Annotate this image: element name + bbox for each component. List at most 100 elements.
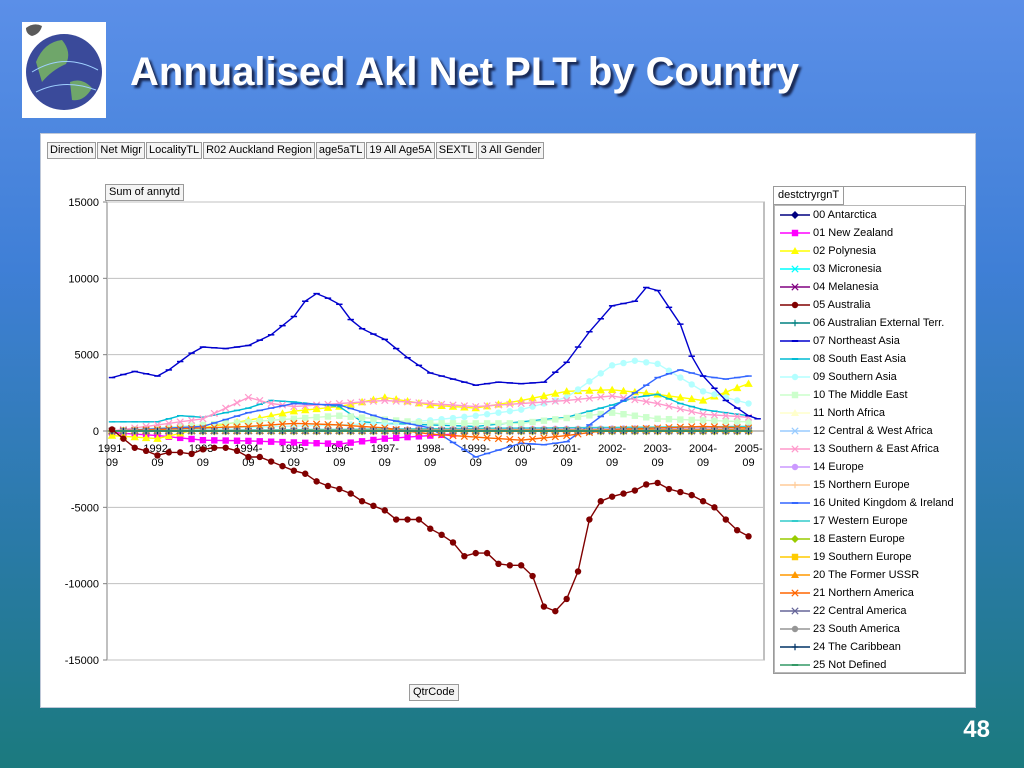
data-point — [540, 603, 548, 610]
filter-field[interactable]: 19 All Age5A — [366, 142, 435, 159]
x-tick-label: 09 — [242, 457, 254, 469]
data-point — [256, 438, 263, 445]
data-point — [381, 416, 389, 423]
data-point — [358, 438, 366, 445]
legend-swatch — [780, 319, 810, 327]
data-point — [370, 415, 377, 422]
legend-swatch — [780, 358, 810, 360]
legend-item: 20 The Former USSR — [775, 566, 919, 584]
data-point — [324, 413, 332, 420]
data-point — [244, 393, 253, 402]
legend-item: 13 Southern & East Africa — [775, 440, 939, 458]
data-point — [256, 417, 263, 425]
data-point — [472, 433, 480, 441]
y-field-button[interactable]: Sum of annytd — [105, 184, 184, 201]
y-tick-label: 0 — [93, 426, 99, 438]
data-point — [290, 467, 298, 474]
data-point — [131, 444, 138, 451]
data-point — [711, 504, 718, 511]
legend-swatch — [780, 607, 810, 615]
legend-label: 25 Not Defined — [813, 659, 887, 671]
data-point — [312, 404, 321, 413]
legend-swatch — [780, 553, 810, 561]
data-point — [631, 396, 639, 404]
data-point — [563, 396, 571, 405]
data-point — [562, 387, 571, 395]
data-point — [279, 416, 286, 423]
data-point — [335, 421, 343, 429]
x-tick-label: 2005- — [734, 443, 762, 455]
series-line — [111, 286, 758, 420]
data-point — [438, 420, 445, 427]
filter-field[interactable]: LocalityTL — [145, 142, 203, 159]
legend-swatch — [780, 481, 810, 489]
filter-field[interactable]: Net Migr — [97, 142, 145, 159]
data-point — [461, 420, 468, 427]
x-field-button[interactable]: QtrCode — [409, 684, 459, 701]
data-point — [518, 420, 525, 427]
legend-label: 10 The Middle East — [813, 389, 908, 401]
data-point — [358, 498, 366, 505]
chart-panel: Direction Net Migr LocalityTL R02 Auckla… — [40, 133, 976, 708]
data-point — [336, 412, 343, 419]
data-point — [483, 411, 491, 418]
x-tick-label: 1998- — [416, 443, 444, 455]
data-point — [596, 385, 605, 394]
y-tick-label: 15000 — [68, 197, 99, 209]
legend-label: 15 Northern Europe — [813, 479, 910, 491]
data-point — [608, 392, 616, 400]
data-point — [256, 422, 264, 430]
x-tick-label: 09 — [288, 457, 300, 469]
data-point — [506, 435, 514, 444]
data-point — [687, 394, 696, 403]
data-point — [483, 402, 491, 410]
data-point — [699, 410, 707, 418]
legend-item: 04 Melanesia — [775, 278, 878, 296]
data-point — [517, 436, 525, 444]
data-point — [256, 453, 263, 461]
x-tick-label: 2002- — [598, 443, 626, 455]
data-point — [449, 420, 457, 427]
data-point — [460, 432, 468, 440]
data-point — [233, 399, 241, 407]
data-point — [233, 447, 241, 455]
legend-label: 21 Northern America — [813, 587, 914, 599]
data-point — [336, 440, 343, 448]
data-point — [392, 397, 400, 405]
legend-item: 14 Europe — [775, 458, 864, 476]
filter-field[interactable]: 3 All Gender — [477, 142, 545, 159]
legend-label: 12 Central & West Africa — [813, 425, 933, 437]
data-point — [528, 399, 537, 407]
data-point — [528, 393, 537, 402]
data-point — [677, 374, 684, 381]
legend-title[interactable]: destctryrgnT — [773, 186, 845, 205]
data-point — [472, 420, 479, 427]
data-point — [586, 378, 593, 385]
filter-field[interactable]: R02 Auckland Region — [203, 142, 315, 159]
data-point — [745, 418, 752, 426]
filter-field[interactable]: SEXTL — [435, 142, 477, 159]
legend-item: 01 New Zealand — [775, 224, 893, 242]
data-point — [404, 516, 411, 523]
legend-label: 23 South America — [813, 623, 900, 635]
data-point — [563, 414, 570, 422]
line-chart: 15000 10000 5000 0 -5000 -10000 -15000 1991- 09 1… — [65, 197, 765, 667]
data-point — [210, 409, 218, 418]
legend-label: 09 Southern Asia — [813, 371, 897, 383]
data-point — [585, 394, 594, 402]
data-point — [540, 434, 548, 442]
legend-items: 00 Antarctica 01 New Zealand 02 Polynesia 0… — [774, 205, 965, 673]
filter-field[interactable]: age5aTL — [315, 142, 366, 159]
data-point — [302, 414, 309, 422]
data-point — [108, 426, 116, 433]
data-point — [404, 433, 411, 441]
data-point — [233, 437, 241, 444]
legend-item: 21 Northern America — [775, 584, 914, 602]
data-point — [552, 607, 559, 615]
data-point — [631, 357, 639, 364]
legend-swatch — [780, 520, 810, 522]
legend-swatch — [780, 571, 810, 578]
data-point — [142, 447, 150, 455]
filter-field[interactable]: Direction — [47, 142, 97, 159]
legend-item: 02 Polynesia — [775, 242, 876, 260]
